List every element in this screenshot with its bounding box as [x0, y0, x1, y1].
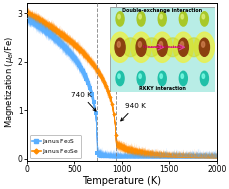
Point	[121, 146, 125, 149]
Point	[88, 86, 92, 89]
Legend: Janus Fe$_2$S, Janus Fe$_2$Se: Janus Fe$_2$S, Janus Fe$_2$Se	[30, 135, 81, 158]
Point	[114, 134, 117, 137]
Point	[79, 67, 82, 70]
Point	[101, 155, 104, 158]
Point	[97, 153, 101, 156]
Point	[110, 102, 113, 105]
Point	[93, 112, 97, 115]
Point	[108, 95, 111, 98]
Point	[106, 89, 109, 92]
Point	[86, 81, 90, 84]
Text: 940 K: 940 K	[120, 103, 145, 121]
Point	[115, 143, 119, 146]
Point	[95, 152, 99, 155]
Point	[102, 80, 105, 83]
X-axis label: Temperature (K): Temperature (K)	[82, 176, 161, 186]
Point	[82, 73, 86, 76]
Point	[100, 77, 104, 80]
Point	[104, 84, 107, 88]
Point	[120, 145, 123, 148]
Point	[98, 73, 101, 76]
Point	[81, 70, 84, 73]
Point	[77, 64, 81, 67]
Point	[96, 70, 100, 73]
Point	[84, 77, 88, 80]
Text: 740 K: 740 K	[70, 91, 95, 111]
Point	[92, 100, 95, 103]
Y-axis label: Magnetization ($\mu_B$/Fe): Magnetization ($\mu_B$/Fe)	[3, 36, 16, 128]
Point	[112, 112, 115, 115]
Point	[90, 92, 93, 95]
Point	[117, 144, 121, 147]
Point	[99, 154, 102, 157]
